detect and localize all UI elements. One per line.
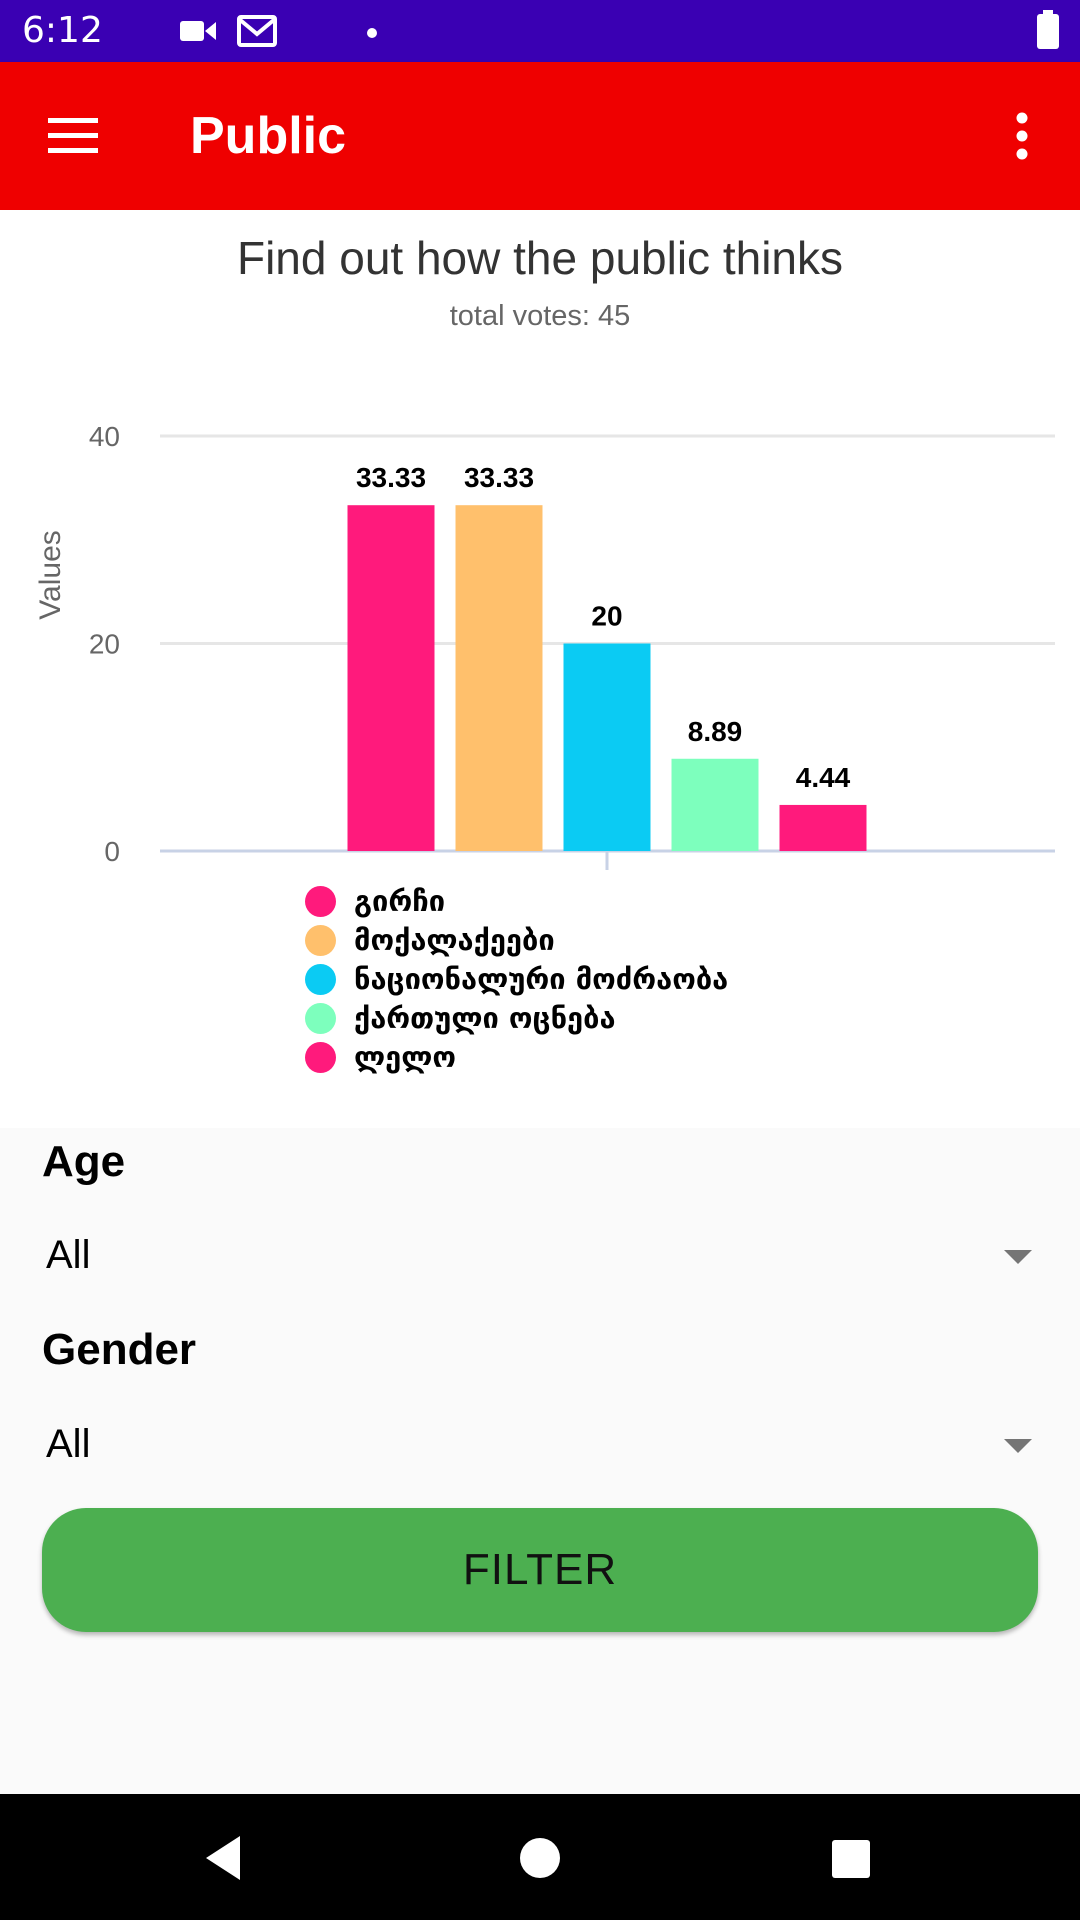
legend-color-dot: [305, 925, 336, 956]
app-bar: Public: [0, 62, 1080, 210]
bar-value-label: 20: [591, 601, 622, 632]
bar-value-label: 33.33: [356, 462, 426, 493]
notification-dot-icon: [366, 24, 378, 43]
battery-icon: [1036, 10, 1060, 54]
status-time: 6:12: [22, 10, 103, 51]
legend-label: ნაციონალური მოძრაობა: [354, 962, 729, 996]
more-vert-icon[interactable]: [1000, 106, 1048, 170]
recents-icon[interactable]: [822, 1830, 878, 1886]
y-axis-label: Values: [34, 530, 67, 620]
bar: [779, 804, 867, 851]
gender-label: Gender: [42, 1325, 197, 1374]
home-icon[interactable]: [512, 1830, 568, 1886]
bar-value-label: 4.44: [796, 762, 851, 793]
dropdown-arrow-icon: [1004, 1439, 1032, 1453]
y-tick-label: 0: [104, 836, 120, 867]
nav-bar: [0, 1794, 1080, 1920]
legend-label: გირჩი: [354, 884, 446, 918]
y-tick-label: 20: [89, 629, 120, 660]
chart-title: Find out how the public thinks: [236, 232, 844, 284]
bar-value-label: 33.33: [464, 462, 534, 493]
age-select[interactable]: All: [30, 1216, 1050, 1296]
status-bar: 6:12: [0, 0, 1080, 62]
y-tick-label: 40: [89, 421, 120, 452]
chart-subtitle: total votes: 45: [449, 300, 631, 332]
legend-label: ლელო: [354, 1040, 457, 1074]
age-select-value: All: [46, 1233, 91, 1277]
gender-select-value: All: [46, 1422, 91, 1466]
legend-color-dot: [305, 964, 336, 995]
hamburger-menu-icon[interactable]: [40, 108, 104, 164]
back-icon[interactable]: [198, 1830, 254, 1886]
legend-label: მოქალაქეები: [354, 923, 555, 957]
legend-label: ქართული ოცნება: [354, 1001, 616, 1035]
bar: [671, 758, 759, 851]
dropdown-arrow-icon: [1004, 1250, 1032, 1264]
chart-card: Find out how the public thinks total vot…: [0, 210, 1080, 1128]
bar: [347, 505, 435, 851]
gmail-icon: [236, 12, 278, 54]
age-label: Age: [42, 1137, 126, 1186]
filter-button[interactable]: FILTER: [42, 1508, 1038, 1632]
bar: [455, 505, 543, 851]
legend-color-dot: [305, 1003, 336, 1034]
app-title: Public: [190, 107, 347, 165]
bar: [563, 643, 651, 851]
bar-value-label: 8.89: [688, 716, 743, 747]
gender-select[interactable]: All: [30, 1405, 1050, 1485]
video-icon: [178, 12, 218, 54]
legend-color-dot: [305, 886, 336, 917]
legend-color-dot: [305, 1042, 336, 1073]
